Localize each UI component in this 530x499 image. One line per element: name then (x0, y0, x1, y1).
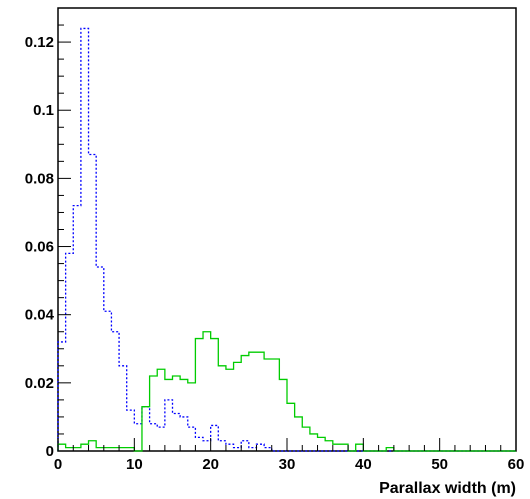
series-layer (57, 27, 516, 452)
y-tick-label: 0.02 (25, 375, 54, 392)
y-tick-label: 0.04 (25, 307, 55, 324)
x-tick-label: 10 (126, 456, 143, 473)
x-tick-label: 60 (508, 456, 525, 473)
x-tick-label: 20 (202, 456, 219, 473)
y-tick-label: 0.08 (25, 170, 54, 187)
x-tick-label: 50 (431, 456, 448, 473)
y-tick-label: 0.06 (25, 239, 54, 256)
y-tick-label: 0.1 (33, 102, 54, 119)
y-tick-label: 0 (46, 443, 54, 460)
x-axis-ticks: 0 10 20 30 40 50 60 (54, 438, 525, 473)
y-axis-ticks: 0 0.02 0.04 0.06 0.08 0.1 0.12 (25, 7, 71, 460)
x-tick-label: 40 (355, 456, 372, 473)
x-tick-label: 0 (54, 456, 62, 473)
y-tick-label: 0.12 (25, 34, 54, 51)
x-tick-label: 30 (279, 456, 296, 473)
x-axis-title: Parallax width (m) (379, 480, 516, 497)
series-line-2 (57, 331, 516, 452)
